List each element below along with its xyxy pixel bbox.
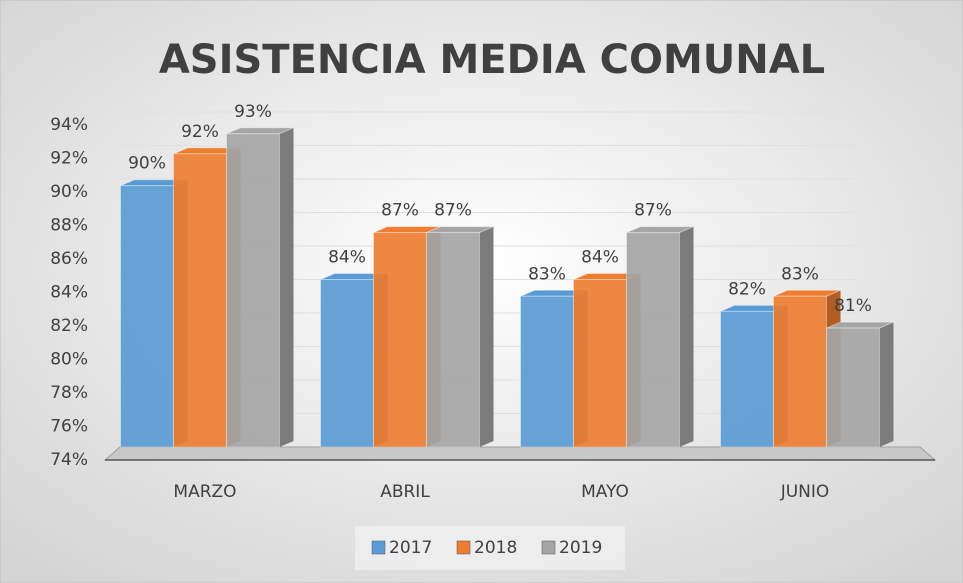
bar-side: [679, 226, 694, 447]
bar: [720, 310, 774, 448]
data-label: 83%: [528, 264, 566, 284]
y-tick-label: 78%: [50, 383, 88, 403]
y-tick-label: 80%: [50, 350, 88, 370]
chart-title: ASISTENCIA MEDIA COMUNAL: [159, 37, 825, 83]
data-label: 93%: [234, 102, 272, 122]
bar: [826, 327, 880, 448]
y-tick-label: 88%: [50, 216, 88, 236]
y-tick-label: 92%: [50, 149, 88, 169]
bar: [573, 279, 627, 448]
data-label: 87%: [434, 201, 472, 221]
y-tick-label: 82%: [50, 316, 88, 336]
x-tick-label: MAYO: [581, 482, 629, 502]
bar-side: [479, 226, 494, 447]
data-label: 90%: [128, 154, 166, 174]
y-tick-label: 76%: [50, 417, 88, 437]
bar: [626, 232, 680, 448]
data-label: 87%: [381, 201, 419, 221]
bar-side-shade: [479, 226, 494, 447]
bar: [520, 295, 574, 448]
x-tick-label: MARZO: [173, 482, 236, 502]
data-label: 84%: [581, 248, 619, 268]
bar: [373, 232, 427, 448]
data-label: 83%: [781, 264, 819, 284]
data-label: 84%: [328, 248, 366, 268]
bar-side: [279, 127, 294, 448]
bar-side-shade: [879, 322, 894, 447]
legend-swatch: [456, 540, 471, 555]
bar-side-shade: [679, 226, 694, 447]
legend-label: 2017: [389, 538, 432, 558]
bar: [773, 295, 827, 448]
y-tick-label: 90%: [50, 182, 88, 202]
floor: [103, 446, 937, 461]
x-tick-label: JUNIO: [780, 482, 830, 502]
bar-side: [879, 322, 894, 447]
legend-box: [355, 526, 625, 570]
bar: [320, 279, 374, 448]
y-tick-label: 86%: [50, 249, 88, 269]
bar: [426, 232, 480, 448]
legend-swatch: [541, 540, 556, 555]
legend-label: 2018: [474, 538, 517, 558]
y-tick-label: 84%: [50, 283, 88, 303]
data-label: 92%: [181, 122, 219, 142]
data-label: 81%: [834, 296, 872, 316]
y-tick-label: 74%: [50, 450, 88, 470]
legend-swatch: [371, 540, 386, 555]
bar: [226, 133, 280, 448]
y-tick-label: 94%: [50, 115, 88, 135]
bar: [173, 153, 227, 448]
bar-side-shade: [279, 127, 294, 448]
data-label: 82%: [728, 279, 766, 299]
bar: [120, 185, 174, 448]
legend-label: 2019: [559, 538, 602, 558]
data-label: 87%: [634, 201, 672, 221]
x-tick-label: ABRIL: [380, 482, 430, 502]
